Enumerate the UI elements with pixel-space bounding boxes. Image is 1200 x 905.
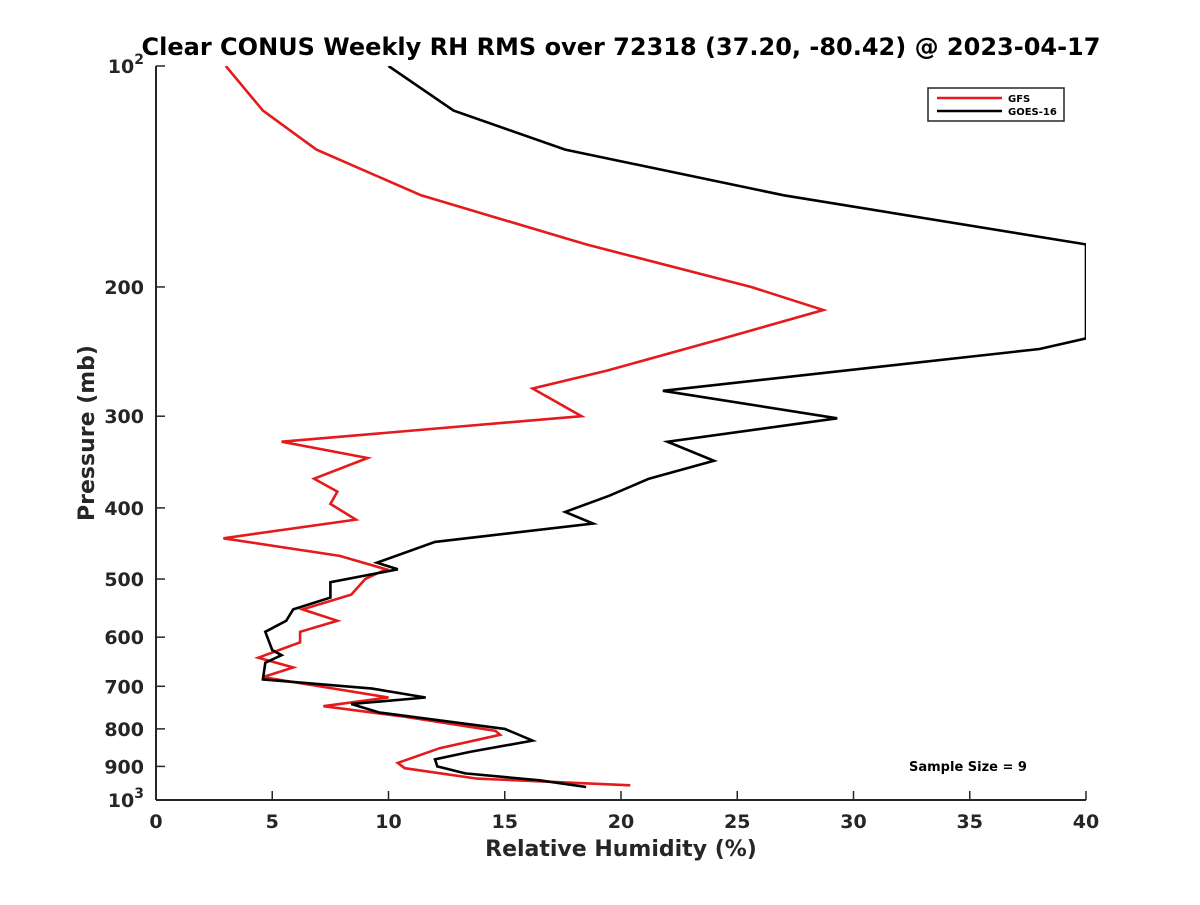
legend: GFS GOES-16 — [927, 87, 1065, 122]
sample-size-annotation: Sample Size = 9 — [909, 760, 1027, 775]
y-tick-label: 800 — [104, 719, 144, 741]
chart-title: Clear CONUS Weekly RH RMS over 72318 (37… — [142, 33, 1101, 61]
y-ticks: 102 200 300 400 500 600 700 800 900 103 — [104, 52, 165, 812]
y-tick-label: 300 — [104, 406, 144, 428]
y-axis-label: Pressure (mb) — [75, 345, 100, 521]
y-tick-label: 200 — [104, 277, 144, 299]
x-tick-label: 30 — [840, 811, 866, 833]
y-tick-label: 600 — [104, 627, 144, 649]
x-tick-label: 25 — [724, 811, 750, 833]
y-tick-label: 900 — [104, 756, 144, 778]
legend-box — [927, 87, 1065, 122]
legend-label: GFS — [1008, 94, 1030, 105]
plot-lines — [223, 66, 1086, 789]
y-tick-label: 400 — [104, 498, 144, 520]
y-tick-label: 102 — [108, 52, 144, 78]
legend-label: GOES-16 — [1008, 107, 1057, 118]
series-line-goes-16 — [261, 66, 1086, 789]
y-tick-label: 700 — [104, 676, 144, 698]
x-ticks: 0 5 10 15 20 25 30 35 40 — [149, 791, 1099, 833]
x-tick-label: 35 — [957, 811, 983, 833]
y-tick-label: 103 — [108, 786, 144, 812]
x-tick-label: 15 — [492, 811, 518, 833]
series-line-gfs — [223, 66, 828, 787]
x-tick-label: 10 — [375, 811, 401, 833]
y-tick-label: 500 — [104, 569, 144, 591]
x-tick-label: 5 — [266, 811, 279, 833]
x-axis-label: Relative Humidity (%) — [485, 837, 757, 862]
x-tick-label: 40 — [1073, 811, 1099, 833]
x-tick-label: 20 — [608, 811, 634, 833]
x-tick-label: 0 — [149, 811, 162, 833]
